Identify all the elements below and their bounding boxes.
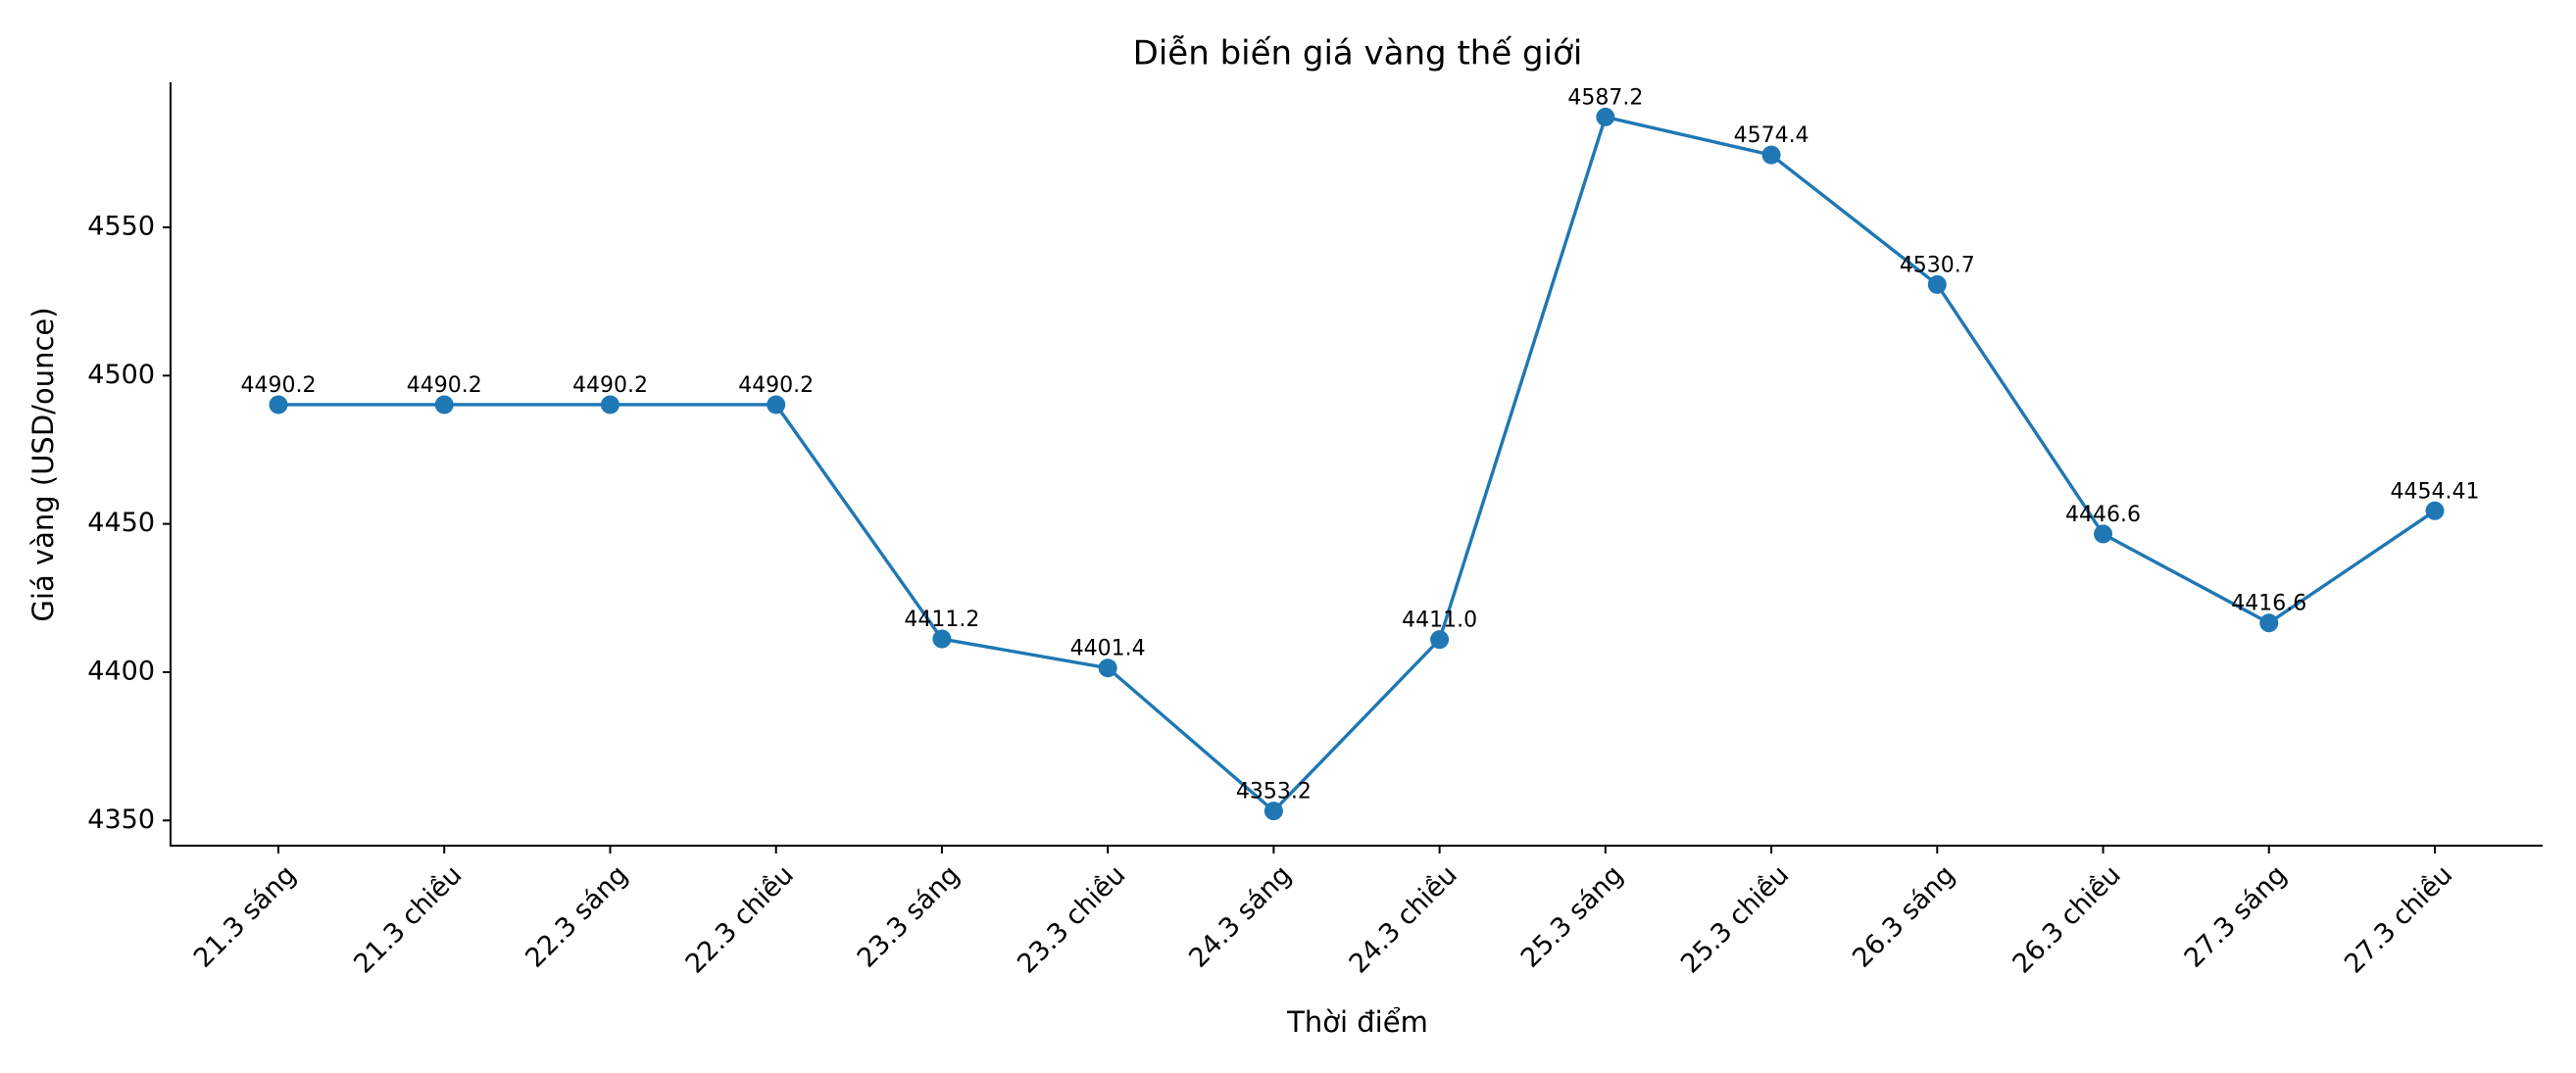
marker (434, 395, 454, 415)
marker (1927, 274, 1947, 294)
x-tick-label: 24.3 sáng (1183, 859, 1297, 973)
x-tick-label: 22.3 chiều (680, 859, 800, 979)
chart-title: Diễn biến giá vàng thế giới (1133, 34, 1583, 73)
value-label: 4401.4 (1070, 637, 1146, 661)
value-label: 4454.41 (2391, 479, 2480, 504)
y-tick-label: 4350 (87, 805, 155, 835)
x-tick-label: 23.3 sáng (852, 859, 966, 973)
value-label: 4587.2 (1567, 85, 1643, 110)
marker (1430, 630, 1450, 650)
value-label: 4411.2 (904, 608, 979, 632)
x-tick-label: 26.3 sáng (1847, 859, 1960, 973)
marker (600, 395, 619, 415)
marker (2425, 501, 2445, 520)
x-tick-label: 27.3 chiều (2339, 859, 2458, 979)
y-tick-label: 4400 (87, 656, 155, 686)
value-label: 4490.2 (572, 373, 648, 398)
marker (932, 629, 952, 649)
marker (1098, 658, 1117, 678)
x-tick-label: 26.3 chiều (2007, 859, 2127, 979)
value-label: 4446.6 (2065, 503, 2141, 527)
marker (2259, 613, 2279, 633)
x-tick-label: 25.3 sáng (1515, 859, 1629, 973)
value-label: 4490.2 (407, 373, 482, 398)
x-tick-label: 25.3 chiều (1675, 859, 1795, 979)
line (278, 115, 2436, 813)
value-label: 4530.7 (1900, 253, 1975, 277)
marker (1263, 802, 1283, 821)
value-label: 4411.0 (1402, 609, 1477, 633)
value-label: 4490.2 (241, 373, 317, 398)
marker (2094, 524, 2113, 544)
x-tick-label: 22.3 sáng (520, 859, 633, 973)
value-label: 4353.2 (1236, 780, 1312, 805)
marker (269, 395, 288, 415)
x-axis-label: Thời điểm (1286, 1005, 1428, 1039)
value-label: 4574.4 (1734, 123, 1809, 148)
x-tick-label: 24.3 chiều (1344, 859, 1463, 979)
value-label: 4416.6 (2231, 592, 2306, 616)
value-label: 4490.2 (738, 373, 814, 398)
x-tick-label: 23.3 chiều (1012, 859, 1131, 979)
marker (767, 395, 786, 415)
x-tick-label: 21.3 chiều (348, 859, 468, 979)
y-axis-label: Giá vàng (USD/ounce) (26, 307, 60, 621)
x-tick-label: 21.3 sáng (188, 859, 302, 973)
marker (1596, 107, 1615, 126)
x-tick-label: 27.3 sáng (2179, 859, 2293, 973)
y-tick-label: 4550 (87, 211, 155, 241)
y-tick-label: 4500 (87, 360, 155, 390)
marker (1761, 145, 1781, 165)
y-tick-label: 4450 (87, 508, 155, 538)
